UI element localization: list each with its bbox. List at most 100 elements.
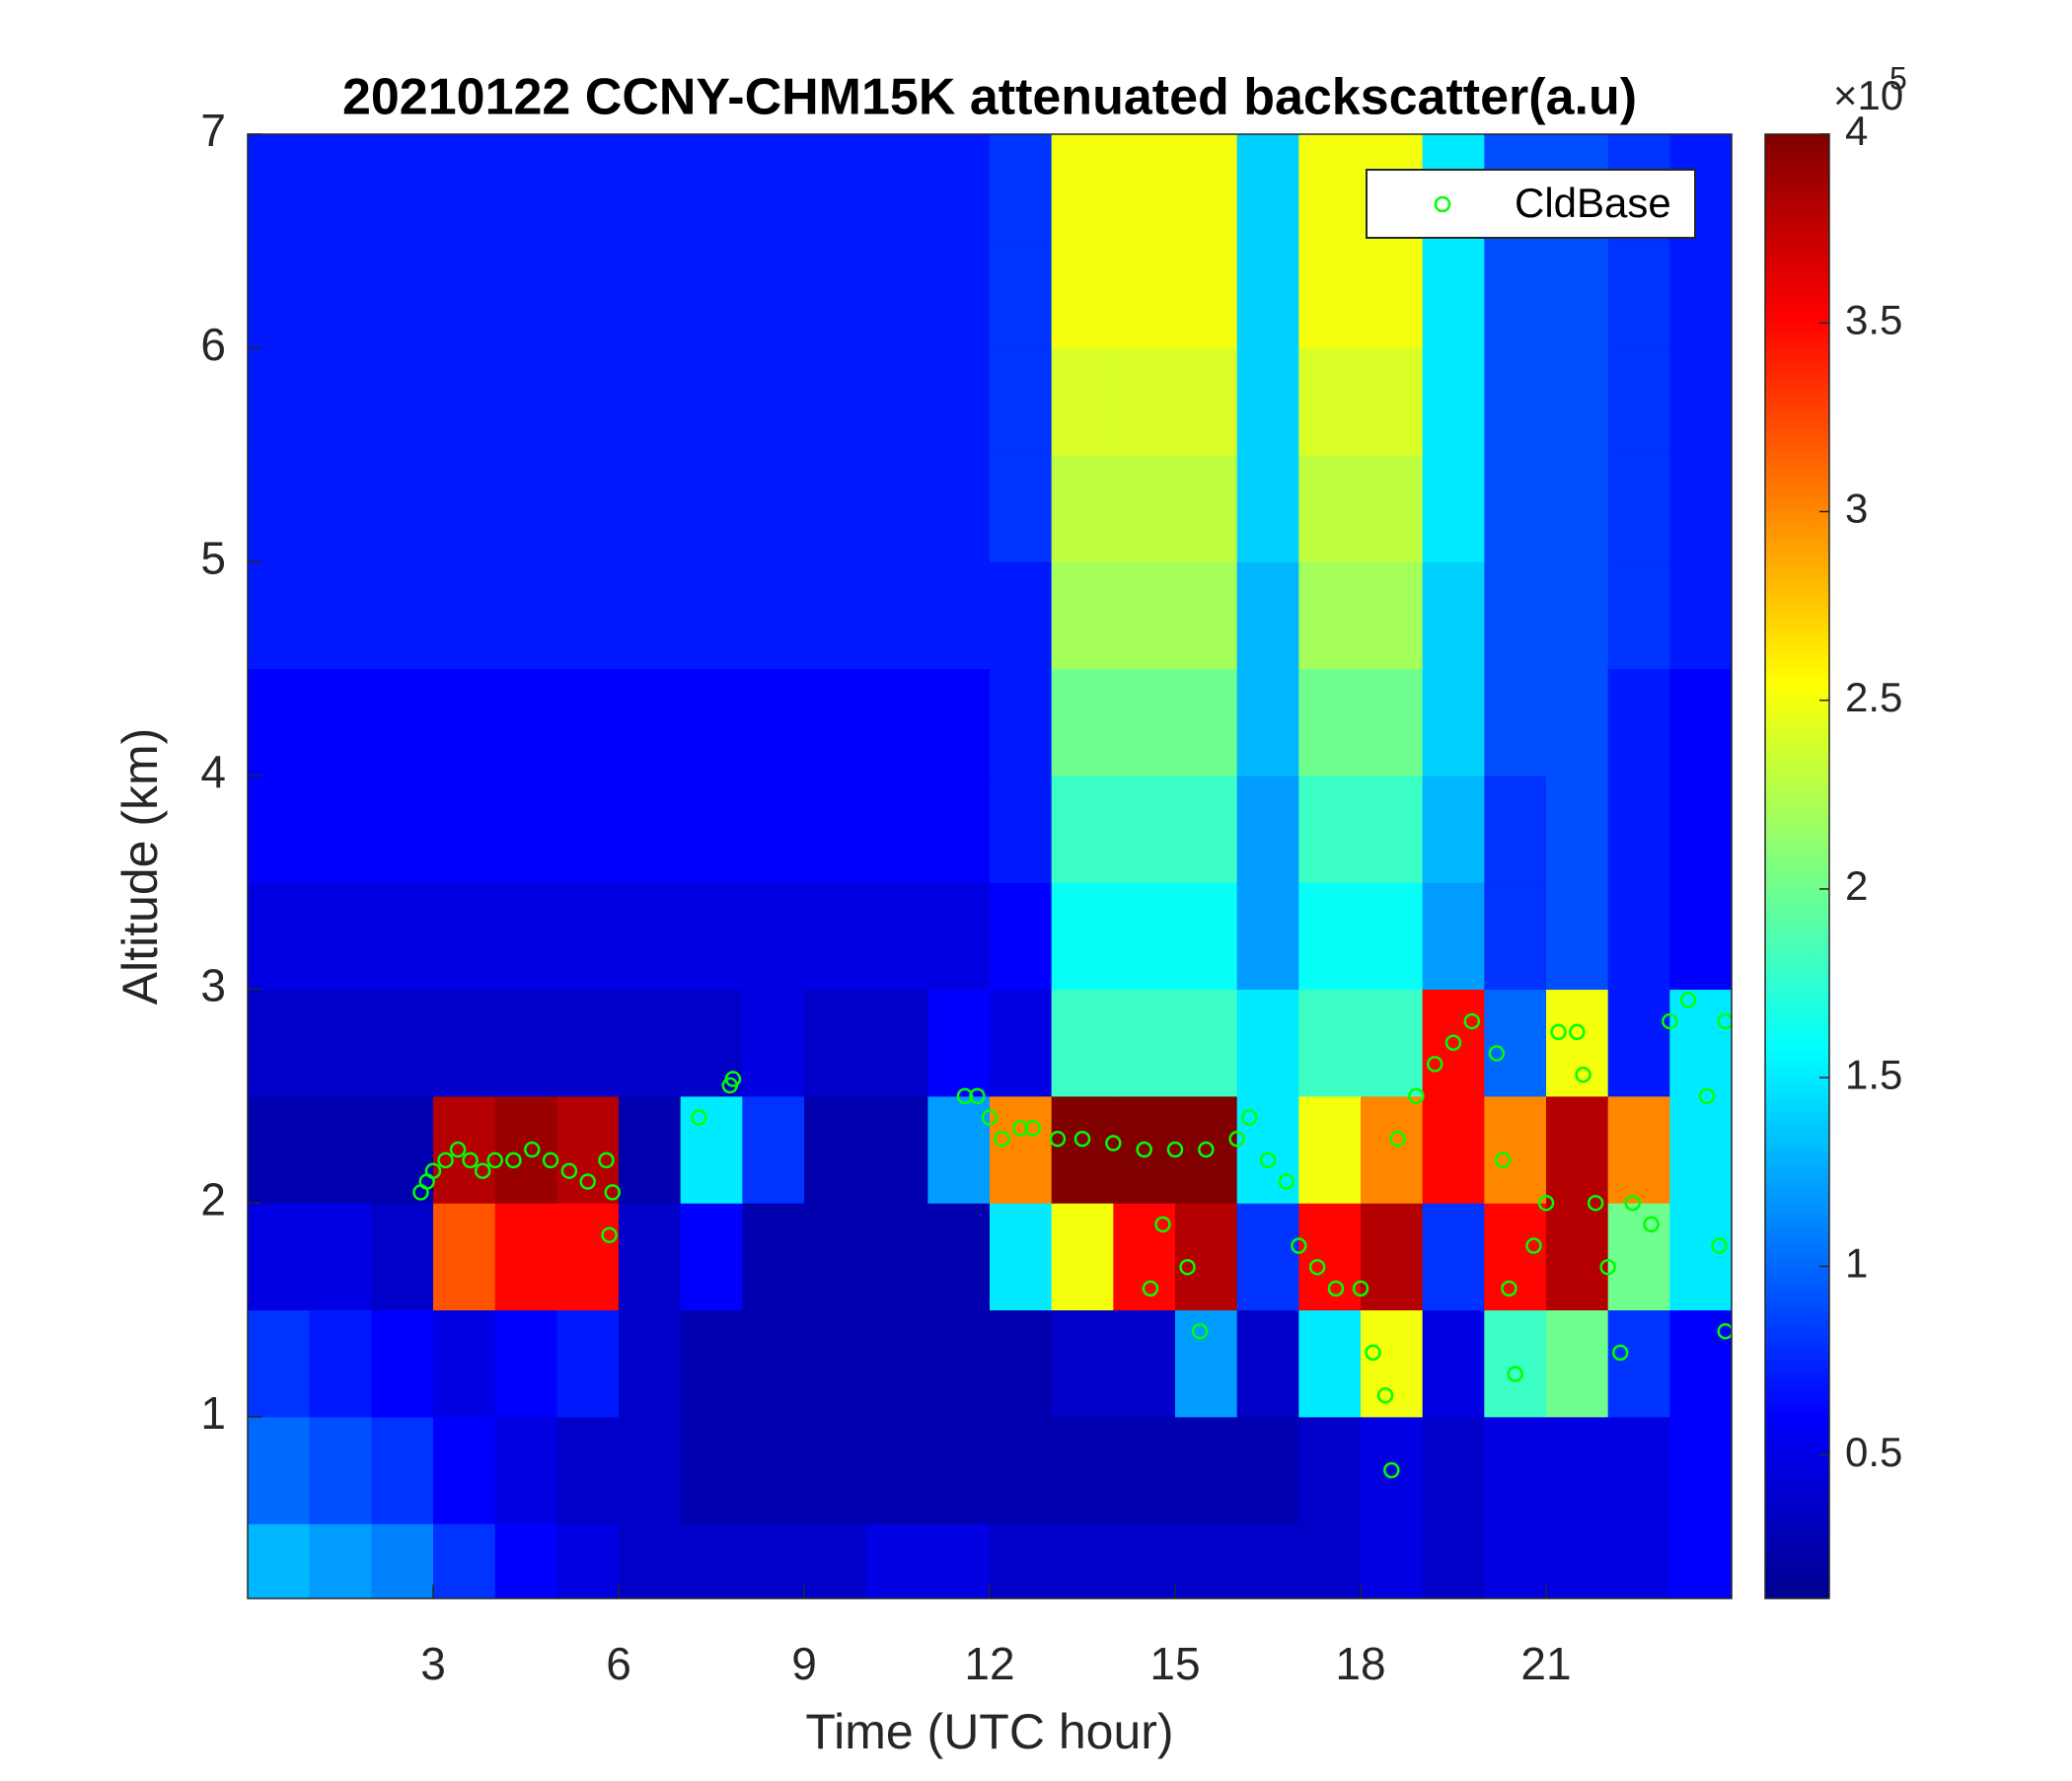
heat-cell: [742, 1309, 805, 1418]
cloud-base-point: [1240, 1109, 1258, 1126]
heat-cell: [1113, 561, 1176, 670]
heat-cell: [1051, 1523, 1114, 1598]
cloud-base-point: [1376, 1386, 1394, 1404]
heat-cell: [1546, 1095, 1609, 1204]
heat-cell: [990, 1203, 1053, 1311]
heat-cell: [990, 1416, 1053, 1524]
heat-cell: [804, 1203, 867, 1311]
heat-cell: [309, 1203, 372, 1311]
heat-cell: [494, 989, 557, 1097]
cloud-base-point: [1408, 1087, 1425, 1105]
heat-cell: [1546, 454, 1609, 562]
heat-cell: [1113, 775, 1176, 883]
heat-cell: [1236, 347, 1299, 456]
colorbar-tick-label: 3: [1845, 485, 1868, 532]
cloud-base-point: [449, 1141, 467, 1158]
heat-cell: [1422, 1095, 1485, 1204]
cloud-base-point: [1308, 1258, 1326, 1276]
heat-cell: [1484, 1523, 1547, 1598]
heat-cell: [1484, 1309, 1547, 1418]
heat-cell: [927, 882, 991, 991]
heat-cell: [1051, 1416, 1114, 1524]
heat-cell: [865, 882, 928, 991]
heat-cell: [1607, 1095, 1670, 1204]
heat-cell: [1298, 1203, 1362, 1311]
heat-cell: [1236, 134, 1299, 242]
cloud-base-point: [1569, 1023, 1586, 1041]
heat-cell: [1175, 775, 1238, 883]
heat-cell: [1113, 1416, 1176, 1524]
heat-cell: [804, 241, 867, 349]
heat-cell: [1669, 989, 1732, 1097]
heat-cell: [1607, 989, 1670, 1097]
heat-cell: [1051, 775, 1114, 883]
heat-cell: [619, 1523, 682, 1598]
heat-cell: [927, 454, 991, 562]
heat-cell: [556, 454, 620, 562]
heat-cell: [865, 347, 928, 456]
heat-cell: [494, 454, 557, 562]
cloud-base-point: [1352, 1280, 1369, 1298]
heat-cell: [1607, 1203, 1670, 1311]
heat-cell: [742, 1203, 805, 1311]
cloud-base-point: [1389, 1130, 1406, 1148]
cloud-base-point: [1662, 1012, 1678, 1030]
heat-cell: [927, 1523, 991, 1598]
heat-cell: [990, 561, 1053, 670]
heat-cell: [990, 454, 1053, 562]
heat-cell: [680, 1416, 743, 1524]
heat-cell: [1546, 1309, 1609, 1418]
y-axis-label: Altitude (km): [112, 728, 168, 1005]
heat-cell: [371, 775, 434, 883]
heat-cell: [248, 561, 311, 670]
heat-cell: [1422, 454, 1485, 562]
heat-cell: [804, 989, 867, 1097]
cloud-base-point: [691, 1109, 707, 1126]
heat-cell: [990, 1095, 1053, 1204]
heat-cell: [804, 347, 867, 456]
heat-cell: [371, 561, 434, 670]
heat-cell: [990, 989, 1053, 1097]
colorbar-tick-label: 4: [1845, 108, 1868, 154]
heat-cell: [1113, 668, 1176, 777]
heat-cell: [1298, 1309, 1362, 1418]
y-tick-label: 4: [200, 746, 226, 797]
heat-cell: [248, 1095, 311, 1204]
heat-cell: [1607, 347, 1670, 456]
heat-cell: [1669, 1416, 1732, 1524]
heat-cell: [1607, 1416, 1670, 1524]
heat-cell: [990, 1523, 1053, 1598]
heat-cell: [1298, 1416, 1362, 1524]
heat-cell: [1422, 1523, 1485, 1598]
heat-cell: [1422, 668, 1485, 777]
heat-cell: [371, 1309, 434, 1418]
heatmap: [248, 134, 1732, 1598]
heat-cell: [865, 775, 928, 883]
heat-cell: [1607, 1309, 1670, 1418]
heat-cell: [742, 1095, 805, 1204]
heat-cell: [1236, 454, 1299, 562]
heat-cell: [1546, 347, 1609, 456]
legend-box: [1366, 169, 1696, 239]
heat-cell: [556, 989, 620, 1097]
heat-cell: [1361, 1416, 1424, 1524]
heat-cell: [742, 241, 805, 349]
heat-cell: [804, 668, 867, 777]
cloud-base-point: [579, 1173, 596, 1190]
heat-cell: [1175, 1203, 1238, 1311]
cloud-base-point: [1136, 1141, 1152, 1158]
cloud-base-point: [1444, 1034, 1462, 1051]
heat-cell: [804, 1095, 867, 1204]
heat-cell: [1669, 882, 1732, 991]
heat-cell: [556, 1523, 620, 1598]
heat-cell: [1175, 454, 1238, 562]
legend-marker: [1434, 195, 1451, 213]
heat-cell: [1298, 241, 1362, 349]
heat-cell: [1546, 1203, 1609, 1311]
heat-cell: [1361, 668, 1424, 777]
heat-cell: [1422, 775, 1485, 883]
cloud-base-point: [1191, 1322, 1209, 1340]
cloud-base-point: [1198, 1141, 1215, 1158]
heat-cell: [680, 347, 743, 456]
